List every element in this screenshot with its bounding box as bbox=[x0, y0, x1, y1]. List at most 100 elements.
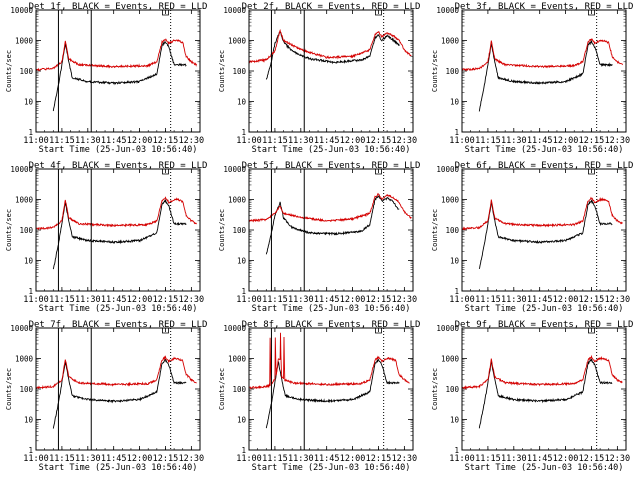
x-tick-label: 11:30 bbox=[288, 454, 314, 464]
y-axis-label: Counts/sec bbox=[431, 209, 439, 251]
x-axis-label: Start Time (25-Jun-03 10:56:40) bbox=[465, 304, 624, 314]
chart-title: Det 3f, BLACK = Events, RED = LLD bbox=[455, 2, 634, 12]
x-tick-label: 12:30 bbox=[179, 136, 205, 146]
y-tick-label: 10 bbox=[450, 416, 460, 425]
x-tick-label: 11:15 bbox=[475, 454, 501, 464]
y-tick-label: 1 bbox=[241, 287, 246, 296]
y-tick-label: 1 bbox=[28, 446, 33, 455]
chart-title: Det 9f, BLACK = Events, RED = LLD bbox=[455, 320, 634, 330]
x-tick-label: 11:15 bbox=[475, 295, 501, 305]
lld-series-line bbox=[248, 28, 412, 64]
y-tick-label: 100 bbox=[232, 385, 246, 394]
y-tick-label: 10000 bbox=[436, 324, 459, 333]
x-tick-label: 11:15 bbox=[262, 136, 288, 146]
y-tick-label: 10000 bbox=[223, 324, 246, 333]
x-axis-label: Start Time (25-Jun-03 10:56:40) bbox=[39, 304, 198, 314]
x-tick-label: 11:30 bbox=[75, 136, 101, 146]
y-tick-label: 10 bbox=[237, 416, 247, 425]
x-tick-label: 11:15 bbox=[49, 295, 75, 305]
y-tick-label: 10 bbox=[237, 257, 247, 266]
y-tick-label: 100 bbox=[445, 385, 459, 394]
x-tick-label: 12:00 bbox=[127, 136, 153, 146]
x-axis-label: Start Time (25-Jun-03 10:56:40) bbox=[39, 145, 198, 155]
flag-marker bbox=[375, 10, 382, 16]
y-axis-label: Counts/sec bbox=[431, 50, 439, 92]
y-tick-label: 10000 bbox=[10, 324, 33, 333]
lld-series-line bbox=[35, 355, 197, 390]
y-axis-label: Counts/sec bbox=[218, 50, 226, 92]
y-axis-label: Counts/sec bbox=[218, 209, 226, 251]
events-series-line bbox=[265, 194, 400, 255]
x-tick-label: 11:00 bbox=[236, 295, 262, 305]
x-tick-label: 12:30 bbox=[392, 295, 418, 305]
flag-marker bbox=[588, 10, 595, 16]
x-tick-label: 11:00 bbox=[23, 136, 49, 146]
x-tick-label: 11:30 bbox=[501, 454, 527, 464]
chart-panel: Det 7f, BLACK = Events, RED = LLD Start T… bbox=[5, 320, 207, 473]
chart-title: Det 8f, BLACK = Events, RED = LLD bbox=[242, 320, 421, 330]
x-tick-label: 12:00 bbox=[127, 295, 153, 305]
y-axis-label: Counts/sec bbox=[5, 209, 13, 251]
chart-panel: Det 9f, BLACK = Events, RED = LLD Start T… bbox=[431, 320, 633, 473]
x-tick-label: 12:00 bbox=[340, 295, 366, 305]
x-axis-label: Start Time (25-Jun-03 10:56:40) bbox=[465, 463, 624, 473]
x-tick-label: 12:30 bbox=[605, 295, 631, 305]
x-tick-label: 11:45 bbox=[314, 295, 340, 305]
y-axis-label: Counts/sec bbox=[5, 50, 13, 92]
x-tick-label: 12:15 bbox=[153, 454, 179, 464]
chart-title: Det 2f, BLACK = Events, RED = LLD bbox=[242, 2, 421, 12]
x-tick-label: 11:45 bbox=[314, 136, 340, 146]
flag-marker bbox=[588, 169, 595, 175]
y-axis-label: Counts/sec bbox=[5, 368, 13, 410]
y-tick-label: 100 bbox=[19, 385, 33, 394]
y-tick-label: 1000 bbox=[441, 355, 460, 364]
x-tick-label: 11:15 bbox=[475, 136, 501, 146]
y-tick-label: 1000 bbox=[441, 37, 460, 46]
chart-panel: Det 3f, BLACK = Events, RED = LLD Start T… bbox=[431, 2, 633, 155]
x-tick-label: 12:15 bbox=[153, 295, 179, 305]
y-tick-label: 1 bbox=[454, 287, 459, 296]
lld-series-line bbox=[35, 38, 197, 72]
y-tick-label: 1 bbox=[454, 128, 459, 137]
plot-frame bbox=[248, 168, 414, 292]
x-tick-label: 11:00 bbox=[449, 136, 475, 146]
events-series-line bbox=[52, 40, 187, 112]
x-tick-label: 12:30 bbox=[605, 454, 631, 464]
x-tick-label: 11:30 bbox=[75, 454, 101, 464]
x-tick-label: 11:45 bbox=[527, 136, 553, 146]
y-tick-label: 10 bbox=[24, 98, 34, 107]
x-tick-label: 11:45 bbox=[527, 454, 553, 464]
y-tick-label: 1 bbox=[28, 128, 33, 137]
y-tick-label: 100 bbox=[19, 67, 33, 76]
x-tick-label: 11:45 bbox=[314, 454, 340, 464]
y-tick-label: 10 bbox=[450, 98, 460, 107]
x-tick-label: 11:00 bbox=[449, 454, 475, 464]
events-series-line bbox=[265, 358, 400, 429]
chart-title: Det 1f, BLACK = Events, RED = LLD bbox=[29, 2, 208, 12]
x-tick-label: 11:00 bbox=[236, 454, 262, 464]
lld-series-line bbox=[461, 196, 623, 231]
y-axis-label: Counts/sec bbox=[431, 368, 439, 410]
y-tick-label: 10000 bbox=[436, 6, 459, 15]
chart-title: Det 7f, BLACK = Events, RED = LLD bbox=[29, 320, 208, 330]
plot-frame bbox=[461, 327, 627, 451]
flag-marker bbox=[162, 169, 169, 175]
y-tick-label: 10 bbox=[24, 416, 34, 425]
x-tick-label: 12:00 bbox=[340, 136, 366, 146]
x-tick-label: 11:30 bbox=[501, 136, 527, 146]
x-tick-label: 12:15 bbox=[153, 136, 179, 146]
x-tick-label: 12:30 bbox=[605, 136, 631, 146]
lld-series-line bbox=[35, 196, 197, 231]
x-tick-label: 11:15 bbox=[262, 295, 288, 305]
plot-frame bbox=[35, 168, 201, 292]
y-tick-label: 100 bbox=[19, 226, 33, 235]
plot-frame bbox=[248, 327, 414, 451]
y-tick-label: 10 bbox=[237, 98, 247, 107]
x-axis-label: Start Time (25-Jun-03 10:56:40) bbox=[465, 145, 624, 155]
x-axis-label: Start Time (25-Jun-03 10:56:40) bbox=[252, 145, 411, 155]
plot-frame bbox=[35, 9, 201, 133]
x-tick-label: 11:45 bbox=[527, 295, 553, 305]
lld-series-line bbox=[461, 38, 623, 72]
y-tick-label: 100 bbox=[232, 67, 246, 76]
